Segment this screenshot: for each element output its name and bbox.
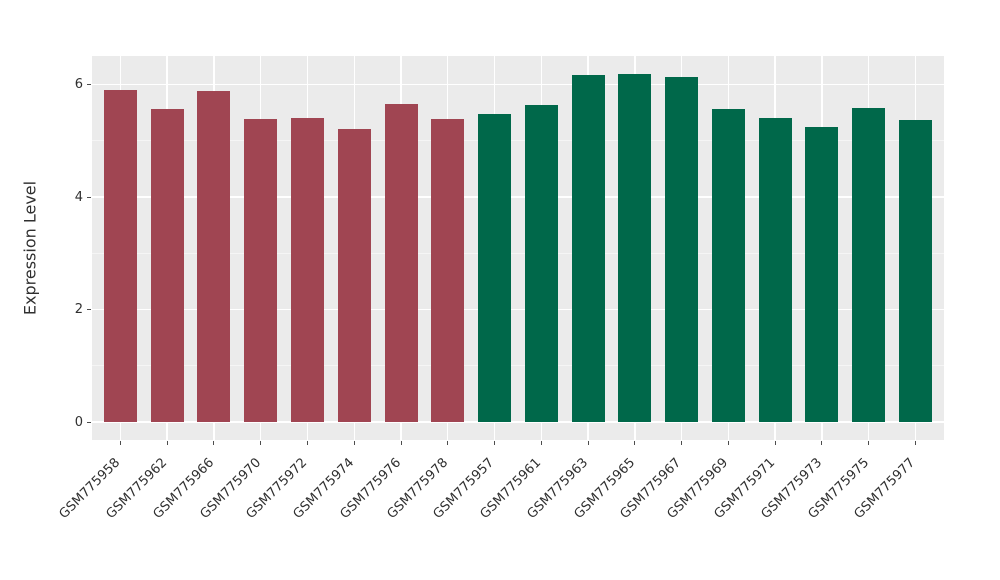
bar-GSM775963: [571, 74, 605, 422]
x-tick-mark: [774, 441, 776, 445]
bar-GSM775977: [898, 119, 932, 422]
x-tick-mark: [727, 441, 729, 445]
bar-GSM775971: [758, 118, 792, 422]
bar-GSM775976: [384, 104, 418, 422]
x-tick-mark: [540, 441, 542, 445]
y-tick-label: 6: [74, 77, 83, 92]
y-tick-mark: [87, 84, 91, 85]
y-tick-label: 2: [74, 302, 83, 317]
x-tick-mark: [634, 441, 636, 445]
x-tick-mark: [821, 441, 823, 445]
bar-GSM775966: [197, 91, 231, 422]
bar-GSM775958: [103, 89, 137, 422]
x-tick-mark: [260, 441, 262, 445]
bar-GSM775975: [852, 107, 886, 422]
x-tick-mark: [166, 441, 168, 445]
bar-GSM775962: [150, 109, 184, 422]
x-tick-mark: [447, 441, 449, 445]
bar-GSM775974: [337, 128, 371, 422]
x-tick-mark: [868, 441, 870, 445]
bar-GSM775970: [244, 118, 278, 422]
y-tick-mark: [87, 196, 91, 198]
y-tick-label: 0: [74, 414, 83, 430]
y-tick-mark: [87, 421, 91, 423]
y-tick-label: 4: [74, 189, 83, 205]
gridline-major: [92, 83, 944, 86]
bar-GSM775957: [478, 114, 512, 422]
x-tick-mark: [119, 441, 121, 445]
plot-panel: [92, 56, 944, 440]
x-tick-mark: [914, 441, 916, 445]
y-axis-title: Expression Level: [20, 180, 40, 316]
x-tick-mark: [587, 441, 589, 445]
x-tick-mark: [681, 441, 683, 445]
x-tick-mark: [213, 441, 215, 445]
x-tick-mark: [306, 441, 308, 445]
x-tick-mark: [494, 441, 496, 445]
bar-GSM775961: [524, 105, 558, 422]
bar-GSM775978: [431, 118, 465, 422]
bar-GSM775972: [290, 118, 324, 422]
y-tick-mark: [87, 309, 91, 310]
bar-GSM775965: [618, 73, 652, 422]
bar-GSM775967: [665, 77, 699, 422]
bar-GSM775973: [805, 126, 839, 422]
bar-GSM775969: [711, 109, 745, 422]
x-tick-mark: [400, 441, 402, 445]
x-tick-mark: [353, 441, 355, 445]
